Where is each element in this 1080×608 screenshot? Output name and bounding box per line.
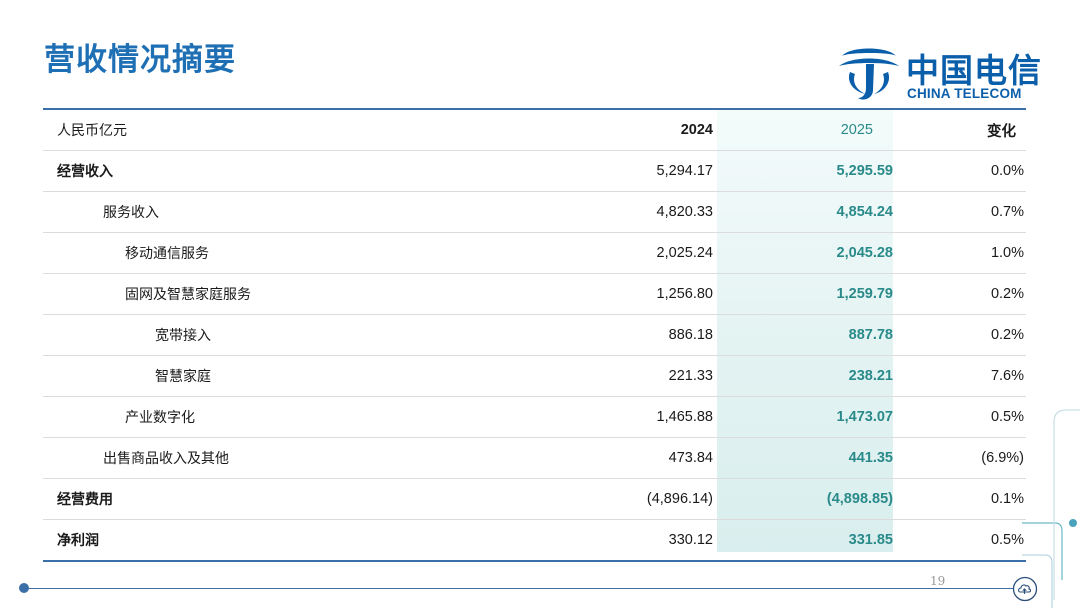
row-value-2025: 5,295.59 xyxy=(717,150,893,192)
table-row: 智慧家庭 221.33 238.21 7.6% xyxy=(43,355,1026,397)
row-value-2025: 2,045.28 xyxy=(717,232,893,274)
table-row: 净利润 330.12 331.85 0.5% xyxy=(43,519,1026,562)
table-row: 固网及智慧家庭服务 1,256.80 1,259.79 0.2% xyxy=(43,273,1026,315)
row-label: 经营费用 xyxy=(43,478,603,520)
table-row: 产业数字化 1,465.88 1,473.07 0.5% xyxy=(43,396,1026,438)
row-change: 7.6% xyxy=(893,355,1026,397)
row-value-2025: 441.35 xyxy=(717,437,893,479)
row-value-2024: 1,465.88 xyxy=(603,396,717,438)
header-change: 变化 xyxy=(893,109,1026,151)
row-value-2024: 221.33 xyxy=(603,355,717,397)
row-value-2025: 887.78 xyxy=(717,314,893,356)
row-value-2024: 2,025.24 xyxy=(603,232,717,274)
table-row: 经营费用 (4,896.14) (4,898.85) 0.1% xyxy=(43,478,1026,520)
row-change: 0.5% xyxy=(893,396,1026,438)
china-telecom-logo: 中国电信 CHINA TELECOM xyxy=(836,42,1046,104)
header-2025: 2025 xyxy=(717,109,893,151)
row-label: 移动通信服务 xyxy=(43,232,603,274)
revenue-summary-table: 人民币亿元 2024 2025 变化 经营收入 5,294.17 5,295.5… xyxy=(43,108,1026,562)
slide-title: 营收情况摘要 xyxy=(44,42,236,78)
table-row: 宽带接入 886.18 887.78 0.2% xyxy=(43,314,1026,356)
row-value-2024: 4,820.33 xyxy=(603,191,717,233)
row-change: (6.9%) xyxy=(893,437,1026,479)
row-label: 固网及智慧家庭服务 xyxy=(43,273,603,315)
footer-rule xyxy=(24,588,1024,589)
header-2024: 2024 xyxy=(603,109,717,151)
row-value-2025: 4,854.24 xyxy=(717,191,893,233)
row-change: 0.1% xyxy=(893,478,1026,520)
row-value-2025: 1,473.07 xyxy=(717,396,893,438)
telecom-logo-icon xyxy=(839,48,899,100)
row-label: 经营收入 xyxy=(43,150,603,192)
row-value-2025: 331.85 xyxy=(717,519,893,562)
row-value-2024: (4,896.14) xyxy=(603,478,717,520)
table-header-row: 人民币亿元 2024 2025 变化 xyxy=(43,109,1026,151)
row-value-2024: 886.18 xyxy=(603,314,717,356)
row-value-2025: (4,898.85) xyxy=(717,478,893,520)
table-row: 经营收入 5,294.17 5,295.59 0.0% xyxy=(43,150,1026,192)
row-change: 1.0% xyxy=(893,232,1026,274)
logo-text-en: CHINA TELECOM xyxy=(907,86,1022,101)
row-value-2025: 1,259.79 xyxy=(717,273,893,315)
row-change: 0.2% xyxy=(893,314,1026,356)
row-label: 智慧家庭 xyxy=(43,355,603,397)
row-label: 宽带接入 xyxy=(43,314,603,356)
table-row: 出售商品收入及其他 473.84 441.35 (6.9%) xyxy=(43,437,1026,479)
row-change: 0.7% xyxy=(893,191,1026,233)
header-unit: 人民币亿元 xyxy=(43,109,603,151)
row-label: 产业数字化 xyxy=(43,396,603,438)
row-change: 0.5% xyxy=(893,519,1026,562)
row-value-2024: 473.84 xyxy=(603,437,717,479)
page-number: 19 xyxy=(930,574,946,588)
cloud-upload-icon[interactable] xyxy=(1012,576,1038,602)
row-value-2025: 238.21 xyxy=(717,355,893,397)
table-row: 移动通信服务 2,025.24 2,045.28 1.0% xyxy=(43,232,1026,274)
row-value-2024: 1,256.80 xyxy=(603,273,717,315)
row-change: 0.2% xyxy=(893,273,1026,315)
logo-text-cn: 中国电信 xyxy=(906,51,1042,90)
row-value-2024: 330.12 xyxy=(603,519,717,562)
row-label: 服务收入 xyxy=(43,191,603,233)
row-label: 净利润 xyxy=(43,519,603,562)
table-row: 服务收入 4,820.33 4,854.24 0.7% xyxy=(43,191,1026,233)
row-value-2024: 5,294.17 xyxy=(603,150,717,192)
row-label: 出售商品收入及其他 xyxy=(43,437,603,479)
row-change: 0.0% xyxy=(893,150,1026,192)
